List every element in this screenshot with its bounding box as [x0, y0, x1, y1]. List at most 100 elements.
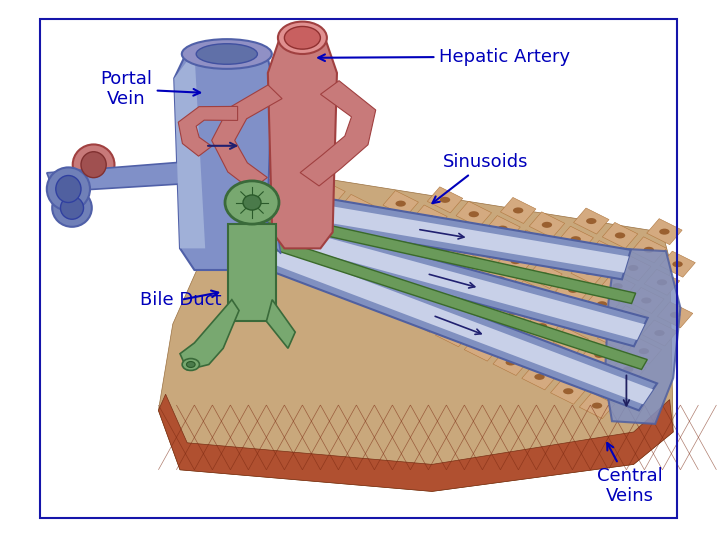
Bar [40, 19, 677, 518]
Polygon shape [261, 222, 644, 340]
Polygon shape [257, 194, 629, 273]
Polygon shape [234, 220, 270, 246]
Polygon shape [336, 245, 372, 271]
Polygon shape [598, 324, 633, 350]
Ellipse shape [333, 273, 343, 279]
Polygon shape [605, 248, 680, 424]
Polygon shape [266, 300, 295, 348]
Polygon shape [383, 191, 418, 217]
Ellipse shape [377, 269, 388, 275]
Polygon shape [407, 306, 442, 332]
Ellipse shape [610, 334, 621, 340]
Polygon shape [349, 278, 384, 303]
Polygon shape [553, 328, 588, 354]
Ellipse shape [262, 212, 273, 218]
Polygon shape [454, 252, 489, 278]
Polygon shape [367, 209, 402, 235]
Polygon shape [47, 162, 187, 192]
Ellipse shape [608, 384, 618, 390]
Polygon shape [629, 287, 664, 314]
Polygon shape [181, 216, 281, 254]
Ellipse shape [361, 288, 372, 294]
Polygon shape [613, 306, 649, 332]
Ellipse shape [73, 145, 114, 185]
Ellipse shape [480, 294, 490, 300]
Ellipse shape [247, 230, 257, 236]
Polygon shape [500, 198, 536, 224]
Polygon shape [261, 240, 657, 410]
Ellipse shape [181, 39, 272, 69]
Ellipse shape [60, 197, 84, 219]
Polygon shape [351, 227, 387, 253]
Ellipse shape [482, 244, 492, 250]
Polygon shape [529, 212, 564, 238]
Polygon shape [292, 249, 327, 275]
Text: Bile Duct: Bile Duct [140, 291, 222, 309]
Polygon shape [378, 292, 413, 318]
Polygon shape [451, 302, 487, 328]
Polygon shape [660, 251, 696, 277]
Ellipse shape [672, 261, 683, 267]
Ellipse shape [552, 305, 563, 311]
Ellipse shape [592, 403, 602, 409]
Polygon shape [212, 85, 282, 190]
Ellipse shape [419, 316, 430, 322]
Polygon shape [365, 259, 400, 286]
Polygon shape [464, 335, 500, 361]
Polygon shape [527, 262, 562, 288]
Text: Hepatic Artery: Hepatic Artery [318, 48, 570, 66]
Ellipse shape [539, 273, 549, 279]
Polygon shape [179, 106, 238, 156]
Polygon shape [611, 356, 646, 382]
Polygon shape [268, 35, 337, 248]
Ellipse shape [654, 330, 665, 336]
Polygon shape [582, 342, 617, 368]
Ellipse shape [498, 226, 508, 232]
Polygon shape [320, 263, 356, 289]
Polygon shape [260, 211, 636, 303]
Ellipse shape [579, 370, 589, 376]
Ellipse shape [639, 348, 649, 354]
Ellipse shape [641, 298, 652, 303]
Polygon shape [265, 246, 653, 404]
Polygon shape [294, 198, 330, 224]
Polygon shape [300, 80, 376, 186]
Polygon shape [508, 332, 544, 357]
Polygon shape [338, 194, 374, 220]
Polygon shape [467, 285, 503, 310]
Ellipse shape [409, 233, 419, 239]
Ellipse shape [464, 313, 474, 319]
Ellipse shape [599, 251, 610, 256]
Ellipse shape [364, 237, 374, 243]
Ellipse shape [586, 218, 596, 224]
Ellipse shape [660, 228, 670, 235]
Polygon shape [228, 224, 276, 321]
Polygon shape [542, 244, 578, 271]
Ellipse shape [451, 280, 461, 286]
Polygon shape [555, 277, 591, 303]
Ellipse shape [307, 208, 317, 214]
Polygon shape [158, 394, 673, 491]
Ellipse shape [276, 245, 286, 251]
Ellipse shape [534, 374, 545, 380]
Ellipse shape [492, 327, 503, 333]
Ellipse shape [395, 200, 406, 207]
Polygon shape [493, 349, 528, 375]
Ellipse shape [182, 359, 199, 370]
Ellipse shape [437, 247, 448, 254]
Ellipse shape [291, 226, 302, 232]
Polygon shape [540, 295, 575, 321]
Polygon shape [180, 300, 239, 370]
Ellipse shape [644, 247, 654, 253]
Polygon shape [524, 313, 559, 339]
Ellipse shape [670, 312, 680, 318]
Polygon shape [263, 234, 299, 260]
Ellipse shape [584, 269, 594, 275]
Polygon shape [174, 51, 205, 248]
Ellipse shape [435, 298, 445, 304]
Polygon shape [595, 374, 631, 401]
Polygon shape [574, 208, 609, 234]
Ellipse shape [466, 262, 477, 268]
Ellipse shape [594, 352, 605, 358]
Ellipse shape [526, 240, 536, 246]
